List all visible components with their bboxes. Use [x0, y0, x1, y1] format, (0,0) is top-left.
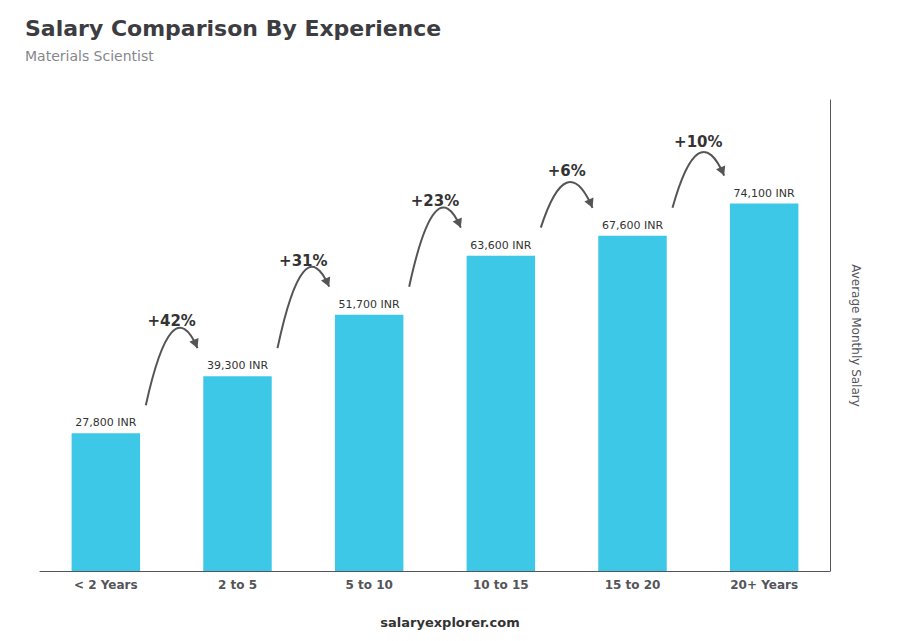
- svg-text:+10%: +10%: [674, 133, 722, 151]
- svg-text:+6%: +6%: [548, 162, 586, 180]
- svg-text:Materials Scientist: Materials Scientist: [25, 48, 154, 64]
- svg-text:15 to 20: 15 to 20: [605, 578, 661, 592]
- svg-text:10 to 15: 10 to 15: [473, 578, 529, 592]
- svg-text:Salary Comparison By Experienc: Salary Comparison By Experience: [25, 16, 441, 41]
- svg-text:67,600 INR: 67,600 INR: [602, 219, 663, 232]
- svg-text:2 to 5: 2 to 5: [218, 578, 257, 592]
- svg-text:Average Monthly Salary: Average Monthly Salary: [849, 264, 863, 407]
- svg-text:74,100 INR: 74,100 INR: [734, 187, 795, 200]
- svg-text:63,600 INR: 63,600 INR: [470, 239, 531, 252]
- svg-text:salaryexplorer.com: salaryexplorer.com: [380, 615, 519, 630]
- svg-text:5 to 10: 5 to 10: [345, 578, 392, 592]
- svg-text:27,800 INR: 27,800 INR: [75, 416, 136, 429]
- svg-text:+31%: +31%: [279, 252, 327, 270]
- svg-text:51,700 INR: 51,700 INR: [339, 298, 400, 311]
- svg-text:39,300 INR: 39,300 INR: [207, 359, 268, 372]
- svg-text:< 2 Years: < 2 Years: [74, 578, 138, 592]
- svg-text:+42%: +42%: [147, 312, 195, 330]
- svg-text:+23%: +23%: [411, 192, 459, 210]
- svg-text:20+ Years: 20+ Years: [730, 578, 798, 592]
